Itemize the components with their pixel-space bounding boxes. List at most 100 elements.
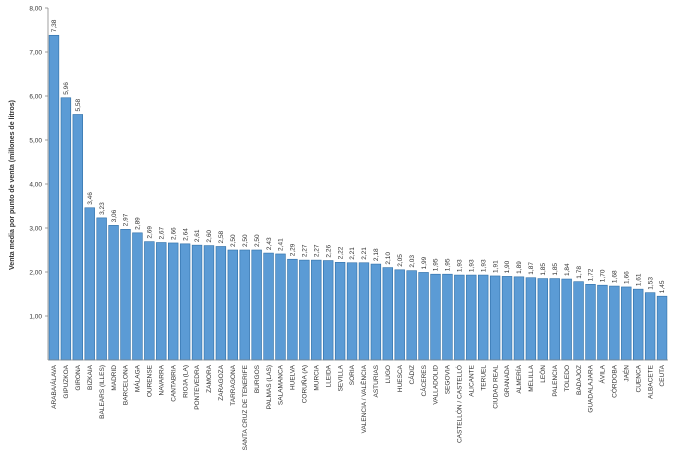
data-label: 7,38 bbox=[51, 19, 58, 32]
data-label: 1,95 bbox=[445, 258, 452, 271]
bar bbox=[120, 229, 131, 361]
bar bbox=[275, 253, 286, 361]
bar bbox=[179, 243, 191, 361]
bars bbox=[48, 34, 668, 361]
data-label: 1,53 bbox=[647, 277, 654, 290]
bar bbox=[406, 270, 417, 361]
data-label: 1,93 bbox=[457, 259, 464, 272]
data-label: 2,50 bbox=[242, 234, 249, 247]
data-label: 1,61 bbox=[635, 273, 642, 286]
bar bbox=[108, 225, 119, 361]
x-tick-label: RIOJA (LA) bbox=[182, 365, 189, 398]
x-tick-label: SEVILLA bbox=[337, 364, 344, 391]
data-label: 1,72 bbox=[588, 268, 595, 281]
x-tick-label: ARABA/ÁLAVA bbox=[49, 364, 58, 408]
bar bbox=[156, 242, 167, 361]
bar bbox=[442, 273, 453, 361]
bar bbox=[215, 246, 227, 361]
data-label: 1,93 bbox=[468, 259, 475, 272]
bar bbox=[311, 259, 322, 361]
x-tick-label: VALLADOLID bbox=[433, 365, 440, 405]
x-tick-label: MADRID bbox=[111, 365, 118, 391]
y-tick-label: 3,00 bbox=[29, 225, 42, 232]
bar bbox=[501, 276, 513, 361]
bar bbox=[322, 260, 334, 361]
y-axis-title: Venta media por punto de venta (millones… bbox=[9, 100, 16, 270]
bar bbox=[609, 285, 620, 361]
data-label: 2,67 bbox=[158, 226, 165, 239]
bar bbox=[334, 262, 346, 361]
data-label: 3,06 bbox=[111, 209, 118, 222]
data-label: 1,93 bbox=[480, 259, 487, 272]
data-label: 2,27 bbox=[302, 244, 309, 257]
bar bbox=[394, 269, 405, 361]
bar bbox=[418, 272, 429, 361]
x-tick-label: SORIA bbox=[349, 364, 356, 385]
y-tick-label: 4,00 bbox=[29, 181, 42, 188]
bar bbox=[382, 267, 394, 361]
bar bbox=[525, 277, 537, 361]
x-tick-label: CÁDIZ bbox=[407, 365, 416, 385]
y-tick-label: 6,00 bbox=[29, 93, 42, 100]
x-tick-label: BIZKAIA bbox=[87, 364, 94, 390]
y-axis: 1,00 2,00 3,00 4,00 5,00 6,00 7,00 8,00 bbox=[29, 5, 49, 360]
x-tick-label: LUGO bbox=[385, 365, 392, 383]
x-tick-label: HUELVA bbox=[290, 364, 297, 390]
x-tick-label: CÁCERES bbox=[419, 364, 428, 396]
data-label: 1,66 bbox=[623, 271, 630, 284]
x-tick-label: GIRONA bbox=[75, 364, 82, 390]
bar bbox=[573, 281, 584, 361]
x-tick-label: BARCELONA bbox=[123, 364, 130, 405]
x-tick-label: NAVARRA bbox=[158, 364, 165, 395]
data-label: 1,89 bbox=[516, 261, 523, 274]
x-tick-label: GUADALAJARA bbox=[588, 364, 595, 412]
data-label: 2,41 bbox=[278, 238, 285, 251]
data-label: 1,87 bbox=[528, 262, 535, 275]
x-tick-label: BALEARS (ILLES) bbox=[99, 365, 106, 419]
data-label: 1,84 bbox=[564, 263, 571, 276]
x-tick-label: ALBACETE bbox=[647, 364, 654, 399]
bar bbox=[191, 244, 203, 361]
bar bbox=[537, 278, 548, 361]
bar bbox=[132, 232, 143, 361]
data-label: 2,89 bbox=[135, 217, 142, 230]
data-label: 2,26 bbox=[325, 245, 332, 258]
bar bbox=[168, 242, 179, 361]
bar bbox=[84, 207, 95, 361]
x-tick-label: SALAMANCA bbox=[278, 364, 285, 405]
bar bbox=[466, 274, 477, 361]
x-tick-label: ZAMORA bbox=[206, 364, 213, 392]
x-tick-label: CEUTA bbox=[659, 364, 666, 386]
data-label: 2,22 bbox=[337, 246, 344, 259]
bar bbox=[96, 217, 107, 361]
data-label: 2,61 bbox=[194, 229, 201, 242]
x-tick-label: OURENSE bbox=[147, 364, 154, 397]
data-label: 2,58 bbox=[218, 230, 225, 243]
x-tick-label: PALMAS (LAS) bbox=[266, 365, 273, 409]
bar bbox=[60, 97, 72, 361]
data-label: 1,99 bbox=[421, 256, 428, 269]
y-tick-label: 2,00 bbox=[29, 269, 42, 276]
x-tick-label: ASTURIAS bbox=[373, 364, 380, 397]
data-label: 2,64 bbox=[182, 228, 189, 241]
data-label: 3,23 bbox=[99, 202, 106, 215]
data-label: 1,85 bbox=[540, 263, 547, 276]
data-label: 2,50 bbox=[230, 234, 237, 247]
bar bbox=[358, 262, 370, 361]
data-label: 1,95 bbox=[433, 258, 440, 271]
data-label: 2,27 bbox=[313, 244, 320, 257]
x-tick-label: PONTEVEDRA bbox=[194, 364, 201, 409]
x-tick-label: LLEIDA bbox=[325, 364, 332, 387]
x-tick-label: CORUÑA (A) bbox=[300, 365, 309, 403]
bar bbox=[227, 249, 238, 361]
x-tick-label: GRANADA bbox=[504, 364, 511, 397]
x-tick-label: BURGOS bbox=[254, 364, 261, 393]
data-label: 2,18 bbox=[373, 248, 380, 261]
data-label: 2,43 bbox=[266, 237, 273, 250]
x-tick-label: LEÓN bbox=[538, 365, 547, 383]
x-tick-label: HUESCA bbox=[397, 364, 404, 392]
x-tick-label: MÁLAGA bbox=[133, 364, 142, 392]
data-label: 2,66 bbox=[170, 227, 177, 240]
y-tick-label: 8,00 bbox=[29, 5, 42, 12]
